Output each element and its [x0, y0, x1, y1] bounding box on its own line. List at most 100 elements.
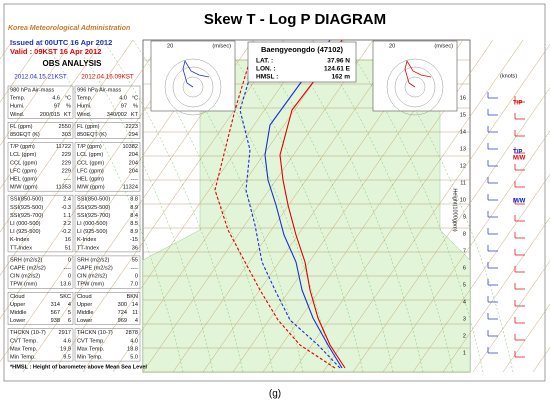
obs-label: LI (925-500)	[10, 229, 41, 235]
hodograph-unit: (m/sec)	[434, 43, 453, 49]
obs-block	[7, 194, 74, 253]
isotherm	[442, 217, 550, 373]
obs-label: K-Index	[77, 237, 96, 243]
obs-label: CIN (m2/s2)	[77, 274, 107, 280]
hodograph-ring	[394, 66, 436, 108]
obs-label: LCL (gpm)	[77, 152, 103, 158]
obs-value: ----	[64, 176, 72, 182]
obs-value: 2917	[59, 330, 71, 336]
obs-label: LFC (gpm)	[10, 168, 37, 174]
obs-value: 51	[65, 245, 71, 251]
obs-label: 980 hPa Air-mass	[10, 87, 54, 93]
hodograph-trace	[404, 59, 432, 88]
issued: Issued at 00UTC 16 Apr 2012	[10, 38, 112, 47]
obs-block	[7, 142, 74, 192]
isotherm	[142, 39, 374, 373]
hodograph-box	[372, 40, 458, 112]
height-label: 3	[463, 316, 466, 322]
obs-label: 996 hPa Air-mass	[77, 87, 121, 93]
obs-label: Cloud	[10, 294, 25, 300]
obs-label: Min Temp.	[10, 354, 36, 360]
level-marker: T/P	[513, 150, 522, 156]
obs-value: 4.0	[119, 96, 127, 102]
obs-value: -0.2	[61, 229, 71, 235]
obs-value: 8.9	[130, 205, 138, 211]
obs-value: 97	[121, 104, 127, 110]
isotherm	[112, 39, 344, 373]
dry-adiabat	[102, 39, 244, 373]
obs-label: HEL (gpm)	[77, 176, 104, 182]
obs-label: THCKN (10-7)	[77, 330, 113, 336]
obs-label: SRH (m2/s2)	[10, 257, 42, 263]
obs-label: Middle	[10, 310, 26, 316]
isotherm	[502, 303, 550, 373]
obs-value: ----	[64, 265, 72, 271]
obs-label: Humi.	[77, 104, 92, 110]
station-box	[247, 41, 357, 83]
dry-adiabat	[282, 39, 424, 373]
obs-label: Temp.	[10, 96, 26, 102]
isotherm	[292, 39, 524, 373]
height-label: 7	[463, 248, 466, 254]
isotherm	[472, 260, 550, 373]
obs-value: 7.0	[130, 282, 138, 288]
agency: Korea Meteorological Administration	[8, 25, 130, 32]
obs-value: 204	[129, 168, 138, 174]
obs-value: 18.8	[127, 346, 138, 352]
obs-label: Lower	[10, 318, 25, 324]
obs-block	[74, 142, 141, 192]
obs-value: 8.8	[130, 197, 138, 203]
obs-label: CVT Temp.	[77, 338, 105, 344]
obs-block	[7, 85, 74, 119]
obs-value: KT	[64, 112, 72, 118]
height-label: 1	[463, 350, 466, 356]
obs-block	[74, 292, 141, 325]
height-label: 6	[463, 265, 466, 271]
height-label: 15	[460, 112, 466, 118]
height-label: 5	[463, 282, 466, 288]
obs-label: FL (gpm)	[10, 124, 33, 130]
height-label: 14	[460, 129, 466, 135]
obs-value: 0	[68, 257, 71, 263]
isotherm	[0, 39, 134, 233]
obs-label: SSI(850-500)	[10, 197, 43, 203]
obs-value: 4	[68, 302, 71, 308]
obs-value: 340/002	[107, 112, 127, 118]
obs-value: 200/015	[40, 112, 60, 118]
isotherm	[0, 39, 74, 146]
obs-value: 300	[118, 302, 127, 308]
obs-value: 4.6	[52, 96, 60, 102]
height-label: 12	[460, 163, 466, 169]
obs-label: TPW (mm)	[77, 282, 104, 288]
title: Skew T - Log P DIAGRAM	[204, 11, 386, 28]
obs-label: Wind.	[77, 112, 92, 118]
obs-value: 11	[132, 310, 138, 316]
dry-adiabat	[132, 39, 274, 373]
hodograph-ring	[182, 76, 204, 98]
obs-block	[7, 122, 74, 139]
obs-block	[7, 328, 74, 362]
obs-value: 204	[129, 152, 138, 158]
level-marker: M/W	[513, 156, 526, 162]
obs-value: 5	[68, 310, 71, 316]
hodograph-trace	[182, 59, 210, 88]
obs-value: 938	[51, 318, 60, 324]
isotherm	[0, 39, 44, 103]
obs-value: 11324	[123, 185, 138, 191]
obs-label: HEL (gpm)	[10, 176, 37, 182]
column-date: 2012.04.16.09KST	[81, 74, 134, 81]
obs-value: 6	[68, 318, 71, 324]
station-value: 124.61 E	[324, 66, 351, 73]
dry-adiabat	[312, 39, 454, 373]
obs-value: %	[133, 104, 138, 110]
obs-value: 204	[129, 160, 138, 166]
column-date: 2012.04.15.21KST	[14, 74, 67, 81]
obs-value: 2.4	[63, 197, 71, 203]
station-value: 37.96 N	[327, 58, 350, 65]
obs-label: Max Temp.	[77, 346, 105, 352]
dry-adiabat	[42, 39, 184, 373]
obs-label: SSI(925-700)	[10, 213, 43, 219]
obs-value: 4.6	[63, 338, 71, 344]
obs-label: SRH (m2/s2)	[77, 257, 109, 263]
